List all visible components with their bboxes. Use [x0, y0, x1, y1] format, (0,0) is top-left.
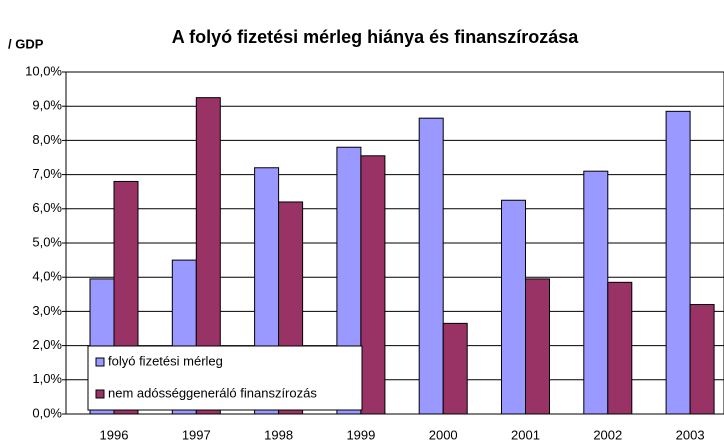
bar [501, 199, 526, 415]
y-axis-label: / GDP [8, 36, 44, 51]
bar [583, 170, 609, 415]
legend: folyó fizetési mérleg nem adósséggeneráló… [87, 345, 363, 411]
x-tick-label: 2002 [593, 427, 622, 442]
legend-swatch [95, 389, 105, 399]
y-tick-label: 6,0% [32, 200, 62, 215]
x-tick-label: 1999 [346, 427, 375, 442]
bar [418, 117, 444, 415]
y-tick-label: 8,0% [32, 132, 62, 147]
bar [607, 281, 633, 415]
y-tick-label: 5,0% [32, 234, 62, 249]
y-tick-label: 10,0% [25, 63, 62, 78]
x-tick-label: 1998 [264, 427, 293, 442]
x-tick-label: 2003 [676, 427, 705, 442]
legend-box [87, 345, 363, 411]
legend-label: folyó fizetési mérleg [108, 353, 223, 368]
bar [689, 304, 715, 415]
x-tick-label: 2001 [511, 427, 540, 442]
y-tick-label: 9,0% [32, 98, 62, 113]
bar [442, 322, 468, 415]
y-tick-label: 2,0% [32, 337, 62, 352]
y-tick-label: 1,0% [32, 371, 62, 386]
bar [360, 155, 386, 415]
y-tick-label: 3,0% [32, 303, 62, 318]
y-tick-label: 7,0% [32, 166, 62, 181]
legend-label: nem adósséggeneráló finanszírozás [108, 385, 317, 400]
y-tick-label: 4,0% [32, 269, 62, 284]
legend-swatch [95, 357, 105, 367]
bar [525, 278, 550, 415]
x-tick-label: 1997 [182, 427, 211, 442]
y-tick-label: 0,0% [32, 405, 62, 420]
bar [665, 110, 691, 415]
x-tick-label: 1996 [100, 427, 129, 442]
x-tick-label: 2000 [429, 427, 458, 442]
chart-title: A folyó fizetési mérleg hiánya és finans… [172, 27, 579, 47]
